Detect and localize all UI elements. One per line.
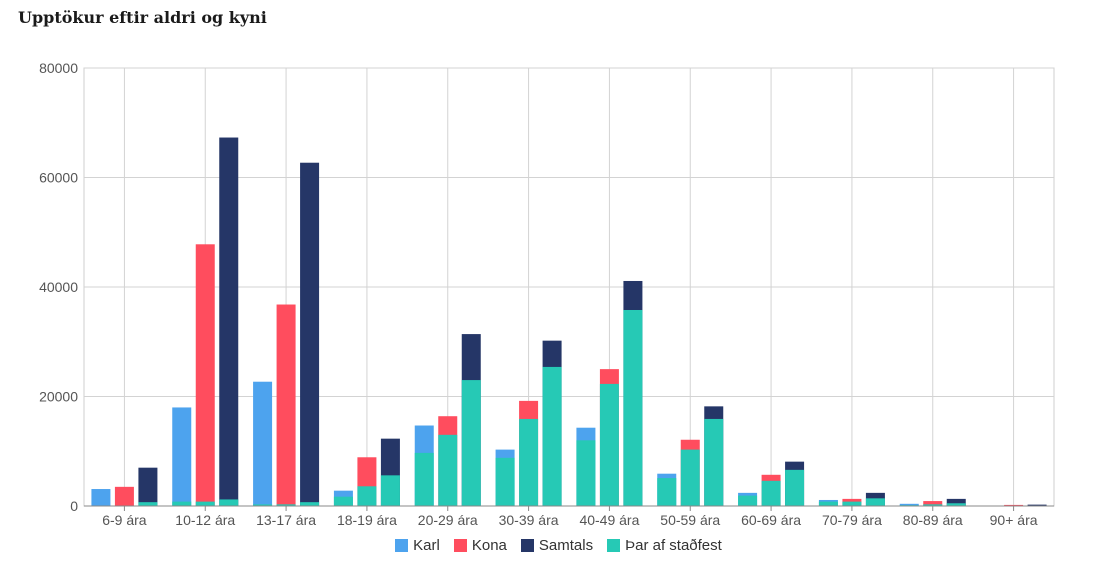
bar-kona[interactable] xyxy=(1004,504,1024,506)
legend: Karl Kona Samtals Þar af staðfest xyxy=(0,537,1117,554)
bar-stadfest[interactable] xyxy=(542,366,562,506)
bar-karl[interactable] xyxy=(91,489,111,506)
y-tick-label: 60000 xyxy=(39,170,78,186)
y-tick-label: 20000 xyxy=(39,389,78,405)
bar-stadfest[interactable] xyxy=(495,457,515,506)
x-tick-label: 30-39 ára xyxy=(499,512,559,528)
bar-stadfest[interactable] xyxy=(357,486,377,506)
bar-stadfest[interactable] xyxy=(253,504,273,506)
bar-kona[interactable] xyxy=(114,486,134,506)
legend-item[interactable]: Karl xyxy=(395,537,440,554)
legend-swatch xyxy=(520,539,534,552)
bar-kona[interactable] xyxy=(195,244,215,507)
bar-stadfest[interactable] xyxy=(276,504,296,506)
bar-stadfest[interactable] xyxy=(438,434,458,506)
legend-item[interactable]: Kona xyxy=(453,537,507,554)
x-tick-label: 50-59 ára xyxy=(660,512,720,528)
x-tick-label: 13-17 ára xyxy=(256,512,316,528)
x-tick-label: 20-29 ára xyxy=(418,512,478,528)
legend-label: Samtals xyxy=(538,537,594,554)
legend-swatch xyxy=(453,539,467,552)
x-tick-label: 60-69 ára xyxy=(741,512,801,528)
legend-label: Karl xyxy=(413,537,440,554)
bar-stadfest[interactable] xyxy=(785,469,805,506)
bar-stadfest[interactable] xyxy=(657,478,677,506)
bar-stadfest[interactable] xyxy=(414,452,434,506)
bar-stadfest[interactable] xyxy=(172,501,192,506)
bar-stadfest[interactable] xyxy=(461,380,481,506)
bar-karl[interactable] xyxy=(899,503,919,506)
chart-title: Upptökur eftir aldri og kyni xyxy=(18,8,267,27)
bar-samtals[interactable] xyxy=(1027,504,1047,506)
legend-label: Þar af staðfest xyxy=(625,537,722,554)
x-tick-label: 6-9 ára xyxy=(102,512,147,528)
bar-stadfest[interactable] xyxy=(519,418,539,506)
bar-stadfest[interactable] xyxy=(195,501,215,506)
y-tick-label: 0 xyxy=(70,498,78,514)
bar-kona[interactable] xyxy=(276,304,296,506)
bar-stadfest[interactable] xyxy=(761,480,781,506)
bar-stadfest[interactable] xyxy=(738,495,758,506)
bar-stadfest[interactable] xyxy=(300,502,320,506)
bar-stadfest[interactable] xyxy=(219,499,239,506)
bar-stadfest[interactable] xyxy=(865,498,885,506)
legend-item[interactable]: Þar af staðfest xyxy=(607,537,722,554)
x-tick-label: 18-19 ára xyxy=(337,512,397,528)
bar-stadfest[interactable] xyxy=(138,502,158,506)
legend-label: Kona xyxy=(471,537,507,554)
y-tick-label: 80000 xyxy=(39,60,78,76)
x-tick-label: 70-79 ára xyxy=(822,512,882,528)
bar-stadfest[interactable] xyxy=(818,501,838,506)
legend-item[interactable]: Samtals xyxy=(520,537,594,554)
x-tick-label: 90+ ára xyxy=(990,512,1038,528)
bar-stadfest[interactable] xyxy=(704,418,724,506)
x-tick-label: 40-49 ára xyxy=(579,512,639,528)
bar-stadfest[interactable] xyxy=(333,496,353,506)
bar-stadfest[interactable] xyxy=(923,504,943,506)
bar-stadfest[interactable] xyxy=(380,475,400,506)
y-tick-label: 40000 xyxy=(39,279,78,295)
x-tick-label: 80-89 ára xyxy=(903,512,963,528)
bar-samtals[interactable] xyxy=(138,467,158,506)
legend-swatch xyxy=(607,539,621,552)
x-tick-label: 10-12 ára xyxy=(175,512,235,528)
bar-stadfest[interactable] xyxy=(576,440,596,506)
bar-samtals[interactable] xyxy=(300,162,320,506)
legend-swatch xyxy=(395,539,409,552)
bar-samtals[interactable] xyxy=(946,498,966,506)
bar-karl[interactable] xyxy=(253,381,273,506)
bar-karl[interactable] xyxy=(172,407,192,506)
bar-stadfest[interactable] xyxy=(680,449,700,506)
bar-stadfest[interactable] xyxy=(946,503,966,506)
bar-stadfest[interactable] xyxy=(599,383,619,506)
bar-stadfest[interactable] xyxy=(623,309,643,506)
bar-stadfest[interactable] xyxy=(842,501,862,506)
bar-samtals[interactable] xyxy=(219,137,239,506)
bar-kona[interactable] xyxy=(923,501,943,506)
